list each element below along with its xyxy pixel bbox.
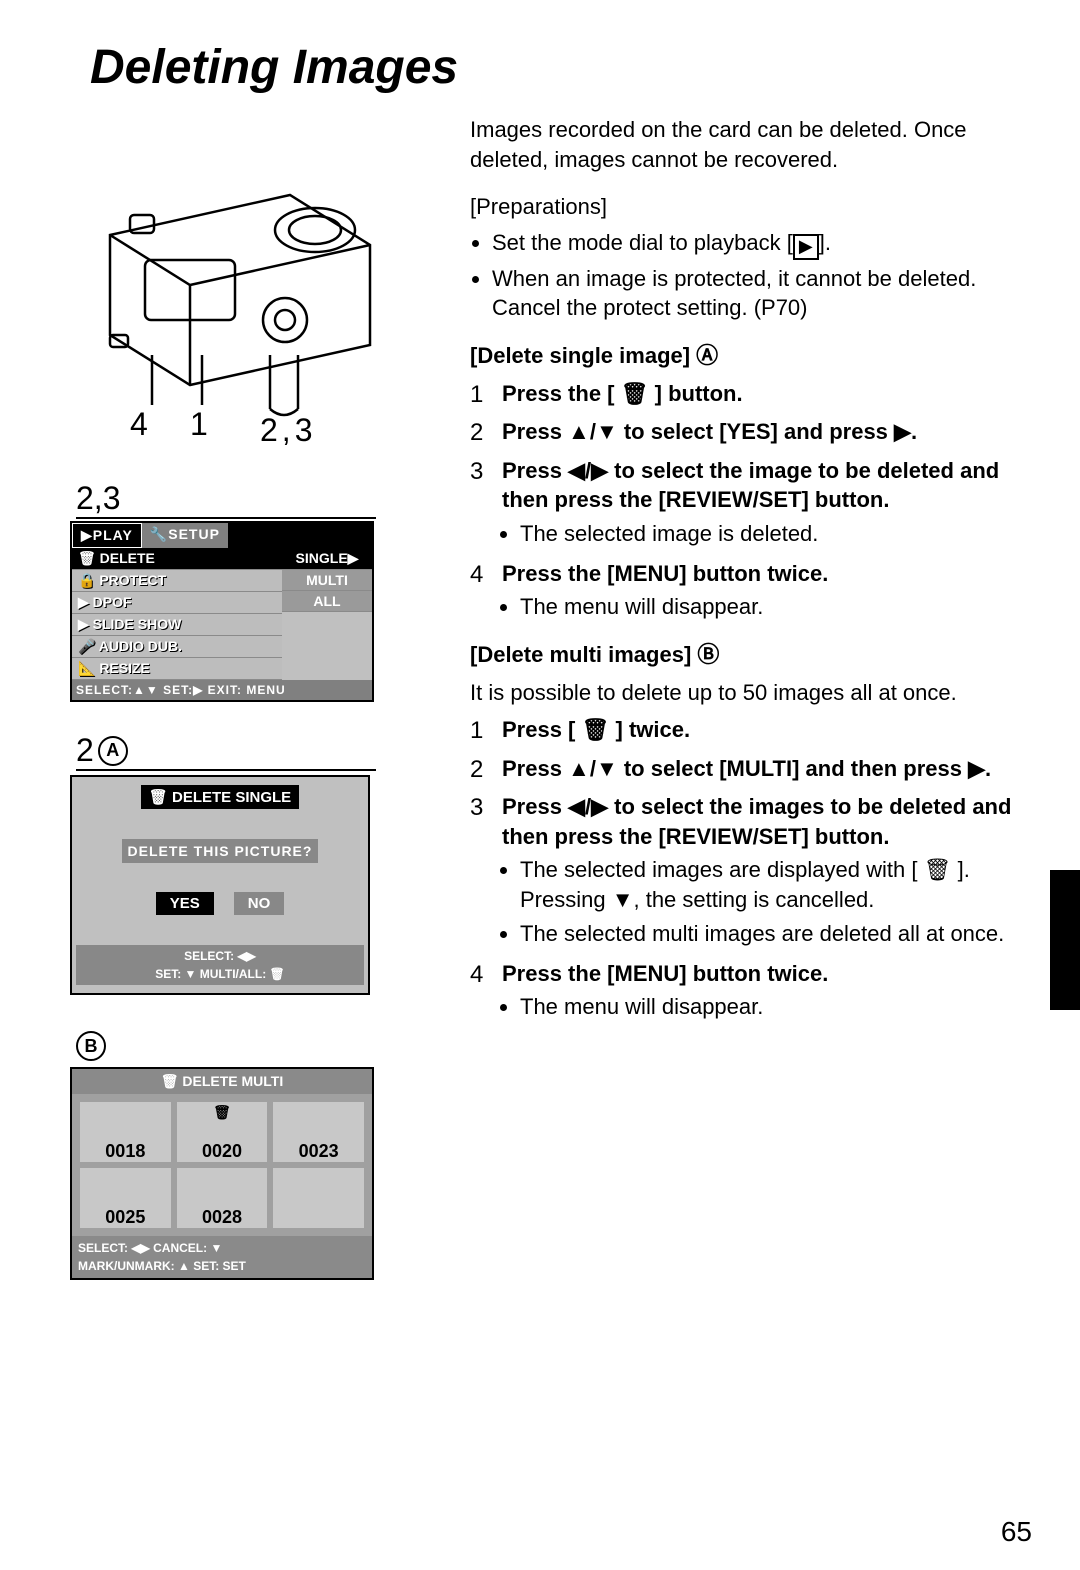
menu23-screen: ▶PLAY 🔧SETUP 🗑 DELETE 🔒 PROTECT ▶ DPOF ▶… — [70, 521, 374, 702]
screenB-label: B — [76, 1031, 440, 1061]
submenu-single: SINGLE▶ — [282, 548, 372, 570]
play-icon: ▶ — [793, 234, 819, 260]
step: 4Press the [MENU] button twice.The menu … — [470, 559, 1020, 626]
step: 2Press ▲/▼ to select [YES] and press ▶. — [470, 417, 1020, 449]
svg-text:1: 1 — [190, 406, 212, 442]
thumb — [273, 1168, 364, 1228]
step: 4Press the [MENU] button twice.The menu … — [470, 959, 1020, 1026]
screenB-footer2: MARK/UNMARK: ▲ SET: SET — [78, 1257, 366, 1275]
step: 3Press ◀/▶ to select the image to be del… — [470, 456, 1020, 553]
step: 1Press the [ 🗑 ] button. — [470, 379, 1020, 411]
screenA-footer1: SELECT: ◀▶ — [80, 947, 360, 965]
menu-protect: 🔒 PROTECT — [72, 570, 282, 592]
step: 3Press ◀/▶ to select the images to be de… — [470, 792, 1020, 952]
screenA-label-num: 2 — [76, 732, 94, 769]
screenB-header: 🗑 DELETE MULTI — [72, 1069, 372, 1094]
left-column: 4 1 2,3 2,3 ▶PLAY 🔧SETUP 🗑 DELETE 🔒 PROT… — [70, 115, 440, 1280]
camera-callouts: 4 — [130, 406, 152, 442]
submenu-all: ALL — [282, 591, 372, 612]
screenB-footer1: SELECT: ◀▶ CANCEL: ▼ — [78, 1239, 366, 1257]
screenA-no: NO — [234, 892, 285, 915]
screenA-badge: A — [98, 736, 128, 766]
camera-svg: 4 1 2,3 — [70, 155, 390, 445]
screenA-yes: YES — [156, 892, 214, 915]
svg-text:2,3: 2,3 — [260, 412, 316, 445]
tab-setup: 🔧SETUP — [142, 523, 228, 548]
screenB: 🗑 DELETE MULTI 0018 0020 0023 0025 0028 … — [70, 1067, 374, 1280]
intro-text: Images recorded on the card can be delet… — [470, 115, 1020, 174]
menu-dpof: ▶ DPOF — [72, 592, 282, 614]
tab-play: ▶PLAY — [72, 523, 142, 548]
thumb: 0025 — [80, 1168, 171, 1228]
menu23-label: 2,3 — [76, 480, 376, 519]
screenB-badge: B — [76, 1031, 106, 1061]
thumb: 0028 — [177, 1168, 268, 1228]
right-column: Images recorded on the card can be delet… — [470, 115, 1020, 1040]
screenA-header: 🗑 DELETE SINGLE — [141, 785, 299, 809]
page-title: Deleting Images — [90, 40, 1020, 95]
sectB-title: [Delete multi images] Ⓑ — [470, 640, 1020, 670]
sectA-steps: 1Press the [ 🗑 ] button. 2Press ▲/▼ to s… — [470, 379, 1020, 626]
submenu-multi: MULTI — [282, 570, 372, 591]
screenA-prompt: DELETE THIS PICTURE? — [122, 839, 319, 863]
sectA-title: [Delete single image] Ⓐ — [470, 341, 1020, 371]
prep-item: When an image is protected, it cannot be… — [492, 264, 1020, 323]
menu-delete: 🗑 DELETE — [72, 548, 282, 570]
screenA: 🗑 DELETE SINGLE DELETE THIS PICTURE? YES… — [70, 775, 370, 995]
two-col-layout: 4 1 2,3 2,3 ▶PLAY 🔧SETUP 🗑 DELETE 🔒 PROT… — [70, 115, 1020, 1280]
screenA-label: 2 A — [76, 732, 376, 771]
prep-item: Set the mode dial to playback [▶]. — [492, 228, 1020, 260]
sectB-desc: It is possible to delete up to 50 images… — [470, 678, 1020, 708]
page-number: 65 — [1001, 1516, 1032, 1548]
thumb: 0020 — [177, 1102, 268, 1162]
side-tab — [1050, 870, 1080, 1010]
screenA-footer2: SET: ▼ MULTI/ALL: 🗑 — [80, 965, 360, 983]
menu-audiodub: 🎤 AUDIO DUB. — [72, 636, 282, 658]
menu23-footer: SELECT:▲▼ SET:▶ EXIT: MENU — [72, 680, 372, 700]
screenA-footer: SELECT: ◀▶ SET: ▼ MULTI/ALL: 🗑 — [76, 945, 364, 985]
manual-page: Deleting Images — [0, 0, 1080, 1570]
sectB-steps: 1Press [ 🗑 ] twice. 2Press ▲/▼ to select… — [470, 715, 1020, 1026]
screenB-footer: SELECT: ◀▶ CANCEL: ▼ MARK/UNMARK: ▲ SET:… — [72, 1236, 372, 1278]
menu-slideshow: ▶ SLIDE SHOW — [72, 614, 282, 636]
thumb: 0018 — [80, 1102, 171, 1162]
prep-list: Set the mode dial to playback [▶]. When … — [470, 228, 1020, 323]
thumb: 0023 — [273, 1102, 364, 1162]
prep-label: [Preparations] — [470, 192, 1020, 222]
step: 1Press [ 🗑 ] twice. — [470, 715, 1020, 747]
camera-illustration: 4 1 2,3 — [70, 155, 390, 450]
step: 2Press ▲/▼ to select [MULTI] and then pr… — [470, 754, 1020, 786]
menu-resize: 📐 RESIZE — [72, 658, 282, 680]
